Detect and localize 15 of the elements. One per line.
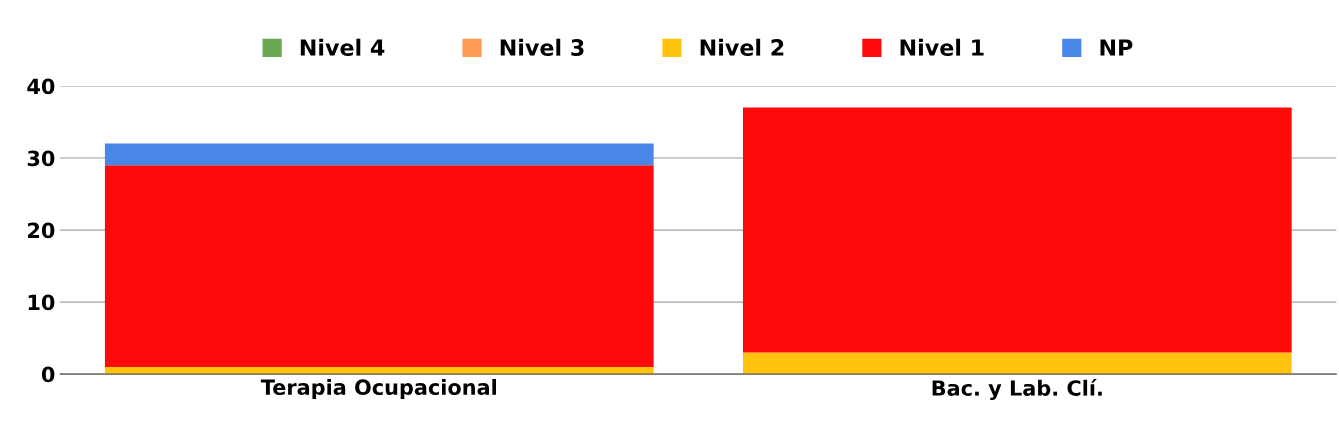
bar <box>742 352 1292 375</box>
legend-label: Nivel 1 <box>900 38 984 56</box>
y-tick-label: 40 <box>27 78 55 95</box>
x-tick-label: Terapia Ocupacional <box>260 378 497 400</box>
y-tick-label: 10 <box>28 294 55 311</box>
legend-label: Nivel 3 <box>500 38 584 56</box>
bar <box>104 143 654 166</box>
y-tick-label: 0 <box>41 366 55 383</box>
legend-label: Nivel 2 <box>700 38 784 56</box>
y-tick-label: 20 <box>28 222 55 239</box>
legend-label: NP <box>1100 39 1133 56</box>
legend-label: Nivel 4 <box>300 38 385 56</box>
x-tick-label: Bac. y Lab. Clí. <box>932 378 1102 401</box>
bar <box>104 165 654 367</box>
y-tick-label: 30 <box>27 150 55 167</box>
